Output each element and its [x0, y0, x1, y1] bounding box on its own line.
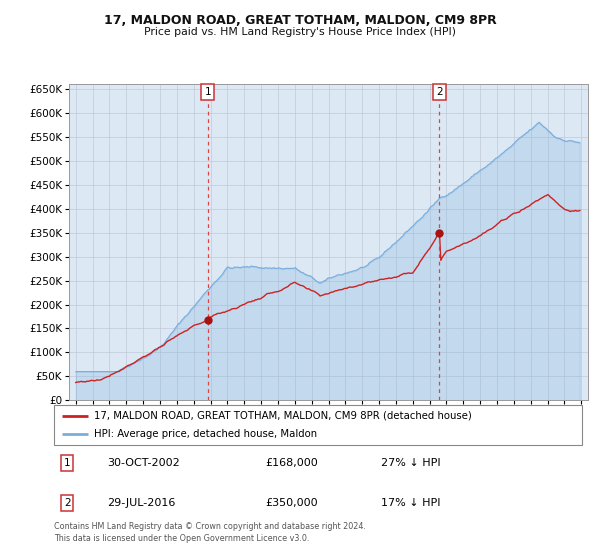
Text: 27% ↓ HPI: 27% ↓ HPI — [382, 459, 441, 468]
Text: 17% ↓ HPI: 17% ↓ HPI — [382, 498, 441, 507]
Text: 1: 1 — [205, 87, 211, 97]
Text: Price paid vs. HM Land Registry's House Price Index (HPI): Price paid vs. HM Land Registry's House … — [144, 27, 456, 37]
Text: £168,000: £168,000 — [265, 459, 318, 468]
Text: Contains HM Land Registry data © Crown copyright and database right 2024.
This d: Contains HM Land Registry data © Crown c… — [54, 522, 366, 543]
Text: 1: 1 — [64, 459, 71, 468]
Text: 29-JUL-2016: 29-JUL-2016 — [107, 498, 175, 507]
Text: 2: 2 — [64, 498, 71, 507]
Text: £350,000: £350,000 — [265, 498, 318, 507]
Text: 30-OCT-2002: 30-OCT-2002 — [107, 459, 179, 468]
Text: 17, MALDON ROAD, GREAT TOTHAM, MALDON, CM9 8PR (detached house): 17, MALDON ROAD, GREAT TOTHAM, MALDON, C… — [94, 411, 472, 421]
Text: 2: 2 — [436, 87, 443, 97]
Text: HPI: Average price, detached house, Maldon: HPI: Average price, detached house, Mald… — [94, 430, 317, 439]
Text: 17, MALDON ROAD, GREAT TOTHAM, MALDON, CM9 8PR: 17, MALDON ROAD, GREAT TOTHAM, MALDON, C… — [104, 14, 496, 27]
